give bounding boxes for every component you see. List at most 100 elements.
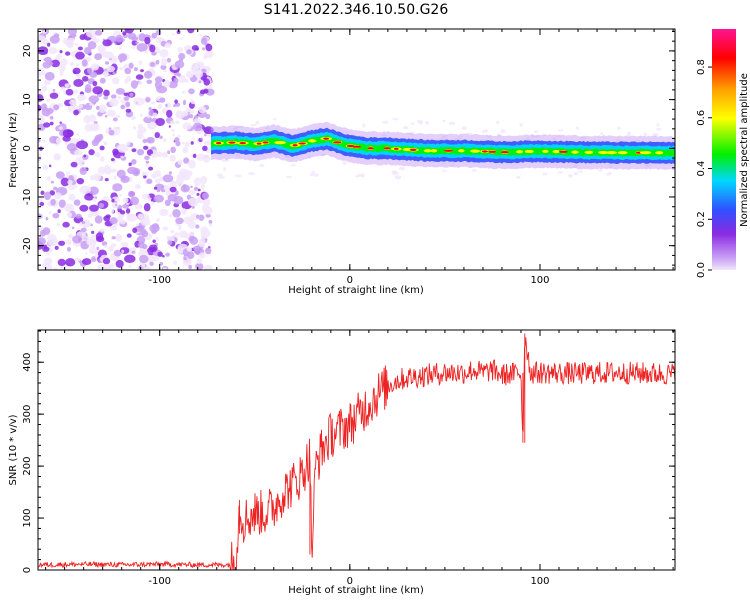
y-tick-label: -10 xyxy=(22,189,33,205)
noise-blob xyxy=(198,80,202,84)
colorbar-gradient xyxy=(712,29,736,270)
noise-blob xyxy=(92,86,103,95)
noise-speck xyxy=(391,170,397,175)
noise-blob xyxy=(161,189,166,193)
signal-peak-core xyxy=(444,149,453,152)
noise-blob xyxy=(70,61,75,67)
noise-blob xyxy=(42,61,51,69)
noise-blob xyxy=(182,90,186,94)
noise-blob xyxy=(192,122,203,132)
noise-blob xyxy=(166,57,172,63)
noise-blob xyxy=(93,173,101,182)
noise-blob xyxy=(38,104,42,112)
noise-blob xyxy=(77,94,87,101)
noise-blob xyxy=(94,134,102,143)
colorbar-tick-label: 0.4 xyxy=(696,161,707,177)
noise-blob xyxy=(43,79,51,86)
noise-blob xyxy=(143,70,153,79)
noise-blob xyxy=(54,192,62,200)
noise-blob xyxy=(84,84,92,93)
noise-blob xyxy=(196,258,203,264)
noise-blob xyxy=(97,44,106,53)
noise-blob xyxy=(129,142,133,146)
x-tick-label: -100 xyxy=(148,275,171,286)
signal-peak xyxy=(524,149,534,154)
noise-blob xyxy=(187,190,193,194)
noise-blob xyxy=(89,71,98,78)
noise-blob xyxy=(193,186,199,191)
y-tick-label: 0 xyxy=(22,145,33,151)
noise-blob xyxy=(178,224,182,228)
noise-blob xyxy=(124,29,134,34)
noise-blob xyxy=(195,262,204,270)
noise-blob xyxy=(102,257,111,265)
noise-blob xyxy=(186,49,192,55)
noise-blob xyxy=(142,175,147,179)
noise-blob xyxy=(74,149,83,156)
noise-blob xyxy=(65,51,71,56)
noise-speck xyxy=(448,121,456,126)
spectrogram-y-ticks: -20 -10 0 10 20 xyxy=(22,30,675,266)
noise-blob xyxy=(46,176,51,181)
noise-blob xyxy=(150,153,155,157)
noise-blob xyxy=(38,67,46,77)
noise-blob xyxy=(202,47,206,51)
noise-blob xyxy=(201,188,205,191)
noise-blob xyxy=(202,145,208,152)
noise-speck xyxy=(255,120,260,125)
y-tick-label: 300 xyxy=(22,405,33,424)
noise-blob xyxy=(198,252,206,259)
noise-blob xyxy=(142,193,150,200)
noise-speck xyxy=(652,132,659,137)
noise-blob xyxy=(190,185,193,189)
noise-blob xyxy=(151,201,155,205)
y-tick-label: -20 xyxy=(22,237,33,253)
noise-blob xyxy=(165,252,171,257)
signal-peak-core xyxy=(262,141,269,144)
noise-blob xyxy=(135,223,139,227)
noise-blob xyxy=(75,213,82,219)
noise-blob xyxy=(128,190,135,198)
noise-blob xyxy=(73,78,84,87)
noise-blob xyxy=(162,254,165,258)
signal-peak-core xyxy=(346,144,355,148)
noise-blob xyxy=(178,226,182,231)
noise-blob xyxy=(103,244,108,248)
noise-blob xyxy=(60,86,66,91)
noise-blob xyxy=(92,197,96,202)
noise-blob xyxy=(120,155,124,159)
signal-peak xyxy=(423,149,432,153)
noise-blob xyxy=(131,45,136,49)
noise-blob xyxy=(89,204,99,212)
signal-peak-core xyxy=(383,147,391,150)
noise-blob xyxy=(120,175,130,184)
noise-speck xyxy=(285,175,293,179)
noise-blob xyxy=(161,151,169,158)
noise-blob xyxy=(173,77,179,84)
noise-speck xyxy=(516,175,521,179)
noise-blob xyxy=(178,52,186,60)
colorbar: 0.0 0.2 0.4 0.6 0.8 Normalized spectral ampl… xyxy=(696,29,750,278)
noise-blob xyxy=(88,149,95,156)
noise-blob xyxy=(109,98,119,107)
noise-blob xyxy=(99,156,105,162)
noise-blob xyxy=(102,51,111,59)
noise-blob xyxy=(122,197,129,204)
noise-blob xyxy=(58,240,66,246)
noise-blob xyxy=(152,239,156,243)
noise-blob xyxy=(38,115,45,124)
noise-speck xyxy=(216,173,223,177)
noise-blob xyxy=(102,70,109,77)
noise-blob xyxy=(142,244,148,250)
noise-blob xyxy=(73,71,77,75)
noise-blob xyxy=(131,250,136,254)
noise-blob xyxy=(167,150,171,155)
noise-blob xyxy=(78,103,83,109)
noise-blob xyxy=(106,65,116,73)
signal-peak xyxy=(542,149,549,153)
noise-blob xyxy=(103,96,109,100)
noise-speck xyxy=(394,175,402,180)
noise-blob xyxy=(88,186,99,195)
